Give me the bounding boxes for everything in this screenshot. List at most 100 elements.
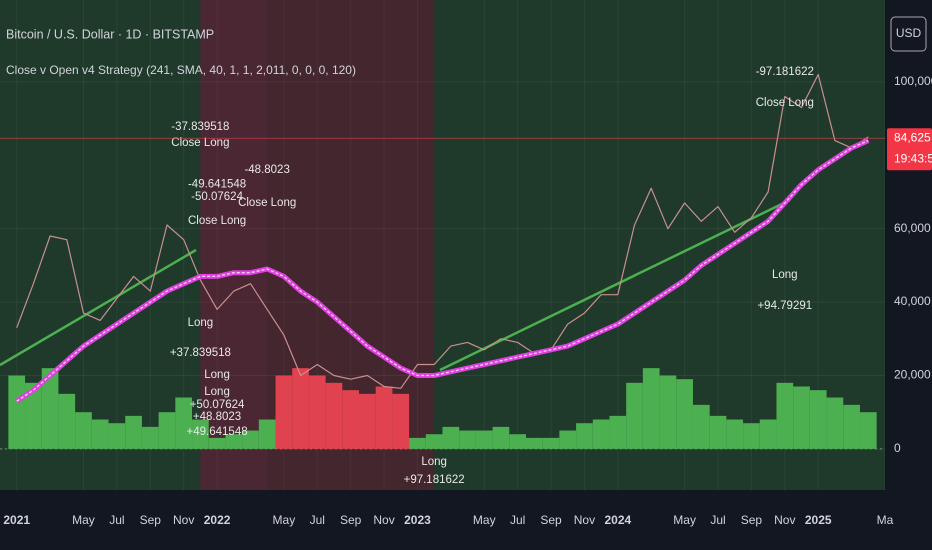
trade-annotation: Long xyxy=(772,269,798,281)
trade-annotation: +48.8023 xyxy=(193,411,241,423)
x-tick-label: Jul xyxy=(310,513,325,527)
histogram-bar xyxy=(409,437,426,449)
x-tick-label: Sep xyxy=(340,513,362,527)
histogram-bar xyxy=(58,393,76,449)
trade-annotation: -97.181622 xyxy=(756,66,814,78)
histogram-bar xyxy=(41,368,59,449)
y-tick-label: 0 xyxy=(894,441,901,455)
histogram-bar xyxy=(776,382,794,449)
trade-line xyxy=(0,248,197,367)
histogram-bar xyxy=(692,404,710,449)
histogram-bar xyxy=(642,368,660,449)
trade-annotation: -48.8023 xyxy=(244,164,289,176)
x-tick-label: Nov xyxy=(173,513,194,527)
trade-annotation: +37.839518 xyxy=(170,347,231,359)
trade-annotation: +49.641548 xyxy=(187,426,248,438)
histogram-bar xyxy=(325,382,343,449)
y-tick-label: 100,000 xyxy=(894,74,932,88)
trade-annotation: +94.79291 xyxy=(757,300,812,312)
x-tick-label: Nov xyxy=(774,513,795,527)
histogram-bar xyxy=(125,415,142,449)
x-tick-label: 2023 xyxy=(404,513,431,527)
histogram-bar xyxy=(425,434,443,449)
histogram-bar xyxy=(626,382,643,449)
x-tick-label: May xyxy=(273,513,296,527)
histogram-bar xyxy=(141,426,159,449)
x-tick-label: 2022 xyxy=(204,513,231,527)
x-tick-label: Ma xyxy=(877,513,894,527)
y-tick-label: 20,000 xyxy=(894,368,931,382)
currency-button[interactable] xyxy=(890,16,927,52)
trade-annotation: +97.181622 xyxy=(404,474,465,486)
histogram-bar xyxy=(208,437,226,449)
currency[interactable]: USD xyxy=(896,26,922,40)
plot-background xyxy=(0,0,885,490)
trade-annotation: Close Long xyxy=(756,97,814,109)
histogram-bar xyxy=(292,368,309,449)
x-tick-label: Sep xyxy=(140,513,162,527)
x-tick-label: Jul xyxy=(109,513,124,527)
histogram-bar xyxy=(709,415,727,449)
x-tick-label: Nov xyxy=(574,513,595,527)
histogram-bar xyxy=(392,393,410,449)
trade-annotation: Long xyxy=(188,317,214,329)
histogram-bar xyxy=(676,379,693,449)
histogram-bar xyxy=(91,419,109,449)
histogram-bar xyxy=(542,437,560,449)
histogram-bar xyxy=(592,419,610,449)
x-tick-label: 2021 xyxy=(3,513,30,527)
trade-annotation: Long xyxy=(204,386,230,398)
trade-annotation: -49.641548 xyxy=(188,179,246,191)
regime-region xyxy=(200,0,268,490)
histogram-bar xyxy=(108,423,126,449)
x-tick-label: May xyxy=(72,513,95,527)
trade-annotation: Long xyxy=(204,369,230,381)
x-tick-label: Nov xyxy=(373,513,394,527)
x-tick-label: 2024 xyxy=(604,513,631,527)
strategy-label: Close v Open v4 Strategy (241, SMA, 40, … xyxy=(6,63,356,77)
histogram-bar xyxy=(192,419,209,449)
histogram-bar xyxy=(242,430,259,449)
y-axis-panel xyxy=(885,0,932,550)
series-line xyxy=(16,73,869,389)
histogram-bar xyxy=(726,419,744,449)
trade-annotation: Close Long xyxy=(171,137,229,149)
x-tick-label: May xyxy=(473,513,496,527)
histogram-bar xyxy=(559,430,577,449)
trade-annotation: Long xyxy=(421,456,447,468)
histogram-bar xyxy=(659,375,677,449)
histogram-bar xyxy=(509,434,526,449)
histogram-bar xyxy=(8,375,26,449)
histogram-bar xyxy=(793,386,810,449)
histogram-bar xyxy=(25,382,42,449)
trade-annotation: Close Long xyxy=(188,215,246,227)
histogram-bar xyxy=(459,430,476,449)
trade-annotation: -50.07624 xyxy=(191,191,243,203)
histogram-bar xyxy=(576,423,593,449)
last-price-box xyxy=(887,128,932,171)
histogram-bar xyxy=(375,386,393,449)
histogram-bar xyxy=(759,419,777,449)
x-axis-panel xyxy=(0,490,932,550)
last-price-label: 84,625 xyxy=(894,130,931,144)
x-tick-label: 2025 xyxy=(805,513,832,527)
histogram-bar xyxy=(342,390,360,449)
x-tick-label: Sep xyxy=(741,513,763,527)
histogram-bar xyxy=(525,437,543,449)
histogram-bar xyxy=(275,375,293,449)
histogram-bar xyxy=(442,426,460,449)
trade-annotation: Close Long xyxy=(238,197,296,209)
histogram-bar xyxy=(225,434,243,449)
histogram-bar xyxy=(809,390,827,449)
x-tick-label: Jul xyxy=(510,513,525,527)
x-tick-label: Sep xyxy=(540,513,562,527)
chart-title: Bitcoin / U.S. Dollar · 1D · BITSTAMP xyxy=(6,27,214,41)
trade-annotation: -37.839518 xyxy=(171,121,229,133)
histogram-bar xyxy=(743,423,760,449)
histogram-bar xyxy=(258,419,276,449)
histogram-bar xyxy=(75,412,92,449)
trade-annotation: +50.07624 xyxy=(190,399,245,411)
x-tick-label: Jul xyxy=(710,513,725,527)
histogram-bar xyxy=(158,412,176,449)
x-tick-label: May xyxy=(673,513,696,527)
